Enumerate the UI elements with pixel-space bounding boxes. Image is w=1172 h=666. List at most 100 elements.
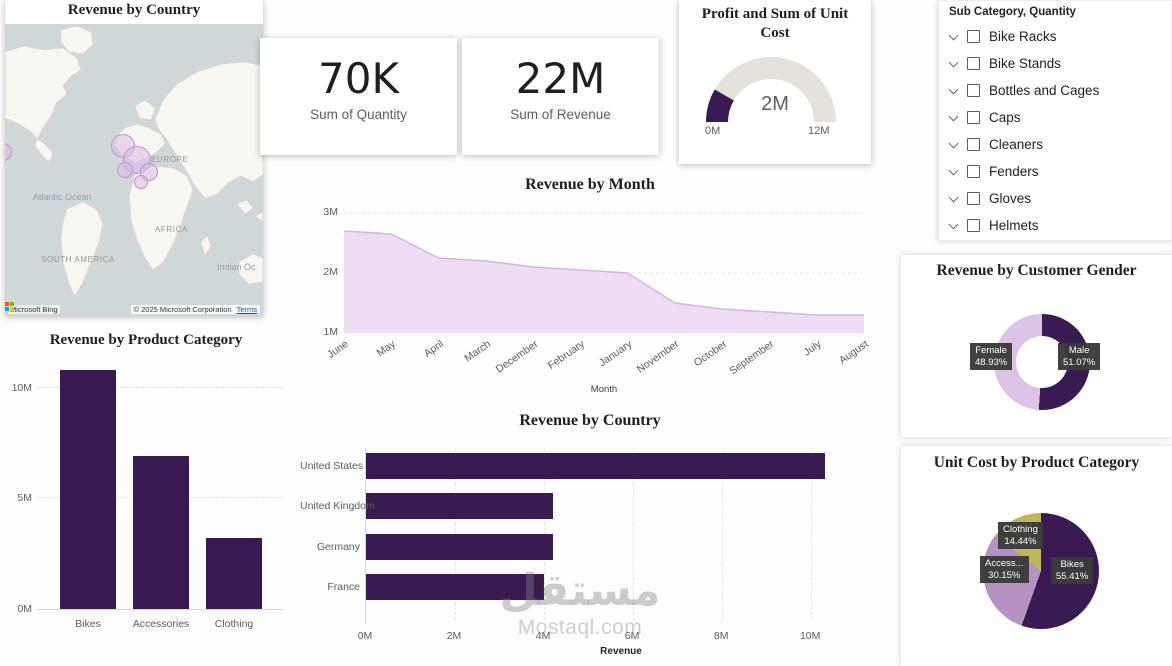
bar-france[interactable]	[366, 574, 544, 601]
slicer-item-bike-stands[interactable]: Bike Stands	[939, 50, 1171, 77]
revenue-kpi-card: 22M Sum of Revenue	[462, 38, 659, 155]
map-bubble[interactable]	[134, 175, 148, 189]
x-axis-tick: 4M	[535, 630, 551, 642]
chevron-down-icon[interactable]	[948, 192, 959, 202]
chevron-down-icon[interactable]	[948, 111, 959, 121]
x-axis-tick: September	[727, 338, 777, 378]
slicer-title: Sub Category, Quantity	[949, 6, 1076, 18]
slicer-list: Bike Racks Bike Stands Bottles and Cages Ca…	[939, 23, 1171, 239]
map-bubble[interactable]	[117, 162, 133, 178]
x-axis-category: Bikes	[75, 618, 101, 630]
slicer-item-bottles-and-cages[interactable]: Bottles and Cages	[939, 77, 1171, 104]
x-axis-tick: December	[493, 338, 540, 376]
x-axis-category: Clothing	[214, 618, 254, 630]
y-axis-tick: 10M	[11, 381, 32, 394]
checkbox[interactable]	[967, 219, 980, 232]
slicer-item-cleaners[interactable]: Cleaners	[939, 131, 1171, 158]
slicer-item-label: Caps	[989, 110, 1021, 125]
bar-united-states[interactable]	[366, 453, 825, 479]
checkbox[interactable]	[967, 138, 980, 151]
bing-label: Microsoft Bing	[10, 304, 58, 314]
bar-clothing[interactable]	[206, 538, 262, 609]
product-category-plot	[36, 360, 284, 610]
callout-label: Female	[975, 345, 1007, 356]
x-axis-tick: July	[801, 338, 824, 359]
y-axis-category: Germany	[316, 540, 360, 553]
chevron-down-icon[interactable]	[948, 84, 959, 94]
callout-value: 30.15%	[988, 569, 1021, 581]
gridline	[36, 386, 284, 388]
callout-label: Access...	[985, 558, 1024, 569]
chevron-down-icon[interactable]	[948, 138, 959, 148]
callout-value: 55.41%	[1056, 570, 1089, 582]
gridline	[722, 448, 724, 620]
slicer-item-label: Cleaners	[989, 137, 1044, 152]
checkbox[interactable]	[967, 165, 980, 178]
product-category-title: Revenue by Product Category	[49, 332, 243, 348]
gender-chart-title: Revenue by Customer Gender	[936, 262, 1137, 279]
map-svg	[5, 24, 263, 316]
map-region-label-south-america: SOUTH AMERICA	[41, 255, 116, 264]
slicer-item-bike-racks[interactable]: Bike Racks	[939, 23, 1171, 50]
unit-cost-card: Unit Cost by Product Category Bikes 55.41…	[901, 446, 1172, 666]
slicer-item-caps[interactable]: Caps	[939, 104, 1171, 131]
gauge-min-label: 0M	[705, 125, 721, 137]
x-axis-tick: March	[461, 338, 493, 365]
product-category-chart: Revenue by Product Category 0M 5M 10M Bikes…	[0, 330, 292, 646]
map-ocean-label-atlantic: Atlantic Ocean	[33, 192, 92, 202]
terms-link[interactable]: Terms	[236, 304, 257, 314]
bar-accessories[interactable]	[133, 456, 189, 609]
chevron-down-icon[interactable]	[948, 57, 959, 67]
world-map[interactable]: EUROPE AFRICA SOUTH AMERICA Atlantic Oce…	[5, 24, 263, 316]
slicer-item-fenders[interactable]: Fenders	[939, 158, 1171, 185]
country-axis-label: Revenue	[600, 646, 642, 657]
y-axis-tick: 5M	[17, 492, 32, 505]
map-attribution: Microsoft Bing © 2025 Microsoft Corporat…	[5, 302, 263, 316]
x-axis-tick: 8M	[713, 630, 729, 642]
checkbox[interactable]	[967, 111, 980, 124]
callout-value: 51.07%	[1063, 356, 1096, 368]
copyright-text: © 2025 Microsoft Corporation	[133, 304, 232, 314]
bar-bikes[interactable]	[60, 370, 116, 609]
donut-callout-female: Female 48.93%	[970, 343, 1013, 370]
checkbox[interactable]	[967, 57, 980, 70]
y-axis-tick: 3M	[323, 206, 338, 218]
bing-logo: Microsoft Bing	[5, 302, 60, 314]
unit-cost-chart-title: Unit Cost by Product Category	[933, 454, 1140, 471]
country-chart: Revenue by Country Revenue 0M 2M 4M 6M 8M 10M…	[300, 408, 880, 666]
map-region-label-europe: EUROPE	[151, 155, 189, 164]
slicer-item-helmets[interactable]: Helmets	[939, 212, 1171, 239]
slicer-item-label: Bottles and Cages	[989, 83, 1100, 98]
chevron-down-icon[interactable]	[948, 219, 959, 229]
checkbox[interactable]	[967, 192, 980, 205]
x-axis-tick: 10M	[799, 630, 821, 642]
callout-value: 14.44%	[1004, 535, 1037, 547]
gauge-arc[interactable]	[693, 44, 849, 130]
gauge-max-label: 12M	[808, 125, 830, 137]
gauge-card: Profit and Sum of Unit Cost 2M 0M 12M	[679, 0, 871, 164]
revenue-by-country-map-card: Revenue by Country	[5, 0, 263, 316]
checkbox[interactable]	[967, 84, 980, 97]
chevron-down-icon[interactable]	[948, 30, 959, 40]
bar-germany[interactable]	[366, 533, 553, 560]
x-axis-tick: February	[545, 338, 588, 372]
slicer-item-label: Fenders	[989, 164, 1039, 179]
revenue-by-month-area[interactable]	[344, 231, 864, 333]
chevron-down-icon[interactable]	[948, 165, 959, 175]
x-axis-category: Accessories	[132, 618, 190, 630]
y-axis-category: United Kingdom	[300, 500, 375, 513]
gauge-title: Profit and Sum of Unit Cost	[701, 6, 849, 41]
checkbox[interactable]	[967, 30, 980, 43]
gauge-value: 2M	[761, 93, 789, 115]
microsoft-logo-icon	[5, 302, 14, 311]
slicer-item-gloves[interactable]: Gloves	[939, 185, 1171, 212]
gridline	[811, 448, 813, 620]
gridline	[633, 448, 635, 620]
quantity-kpi-value: 70K	[318, 54, 399, 103]
month-chart: Revenue by Month Month 1M 2M 3M June May Apri…	[300, 172, 880, 404]
callout-label: Bikes	[1060, 559, 1084, 570]
bar-united-kingdom[interactable]	[366, 493, 553, 520]
revenue-kpi-label: Sum of Revenue	[510, 107, 611, 122]
x-axis-tick: 0M	[357, 630, 373, 642]
x-axis-tick: 6M	[624, 630, 640, 642]
